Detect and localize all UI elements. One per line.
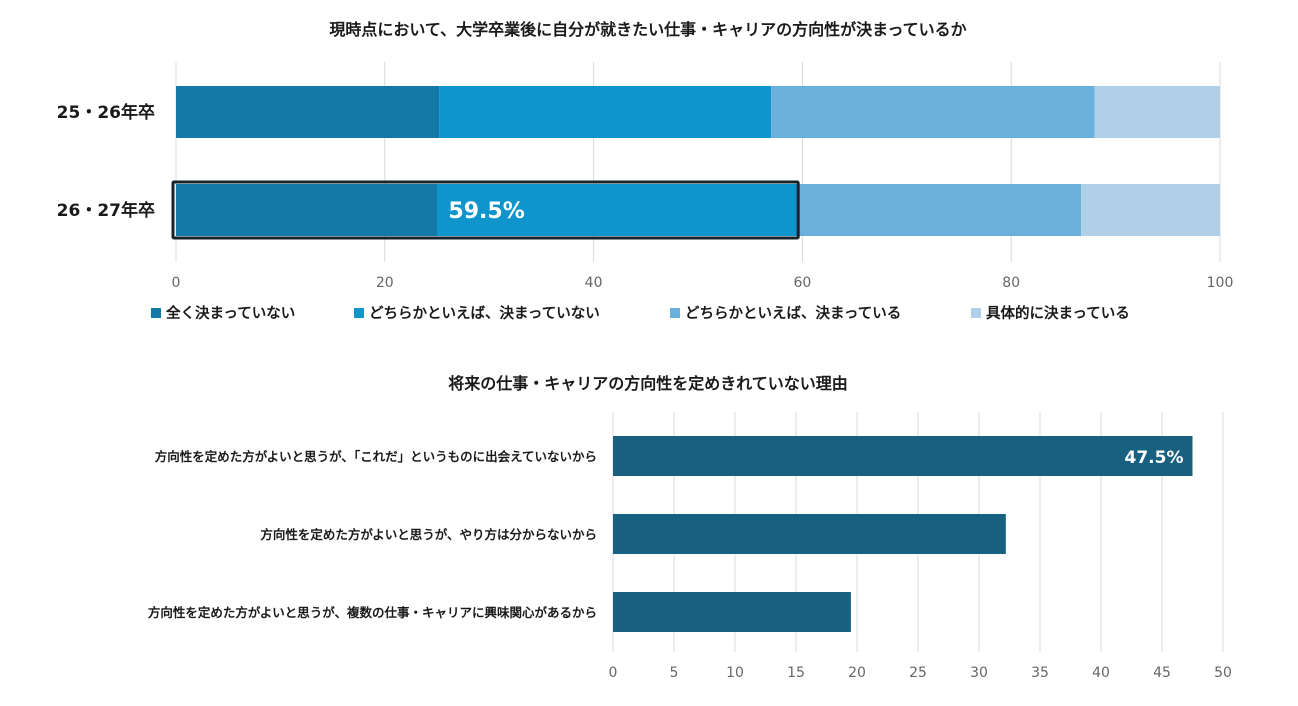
chart1-x-tick-label: 60: [793, 275, 811, 291]
chart2-category-label: 方向性を定めた方がよいと思うが、やり方は分からないから: [260, 527, 597, 542]
chart1-legend-label: どちらかといえば、決まっていない: [369, 304, 600, 322]
chart1-bar-segment: [797, 184, 1082, 236]
chart1-legend-swatch: [971, 308, 981, 318]
chart1-legend-swatch: [151, 308, 161, 318]
chart1-x-tick-label: 20: [376, 275, 394, 291]
chart1-x-tick-label: 80: [1002, 275, 1020, 291]
chart2-x-tick-label: 45: [1153, 665, 1171, 681]
chart2-x-tick-label: 50: [1214, 665, 1232, 681]
chart1-x-tick-label: 100: [1207, 275, 1234, 291]
chart2-x-tick-label: 15: [787, 665, 805, 681]
chart1-title: 現時点において、大学卒業後に自分が就きたい仕事・キャリアの方向性が決まっているか: [329, 20, 966, 39]
chart1-legend-label: 全く決まっていない: [165, 304, 295, 322]
chart1-bar-segment: [176, 86, 440, 138]
chart1-legend-label: どちらかといえば、決まっている: [685, 304, 901, 322]
chart2-category-label: 方向性を定めた方がよいと思うが、「これだ」というものに出会えていないから: [155, 449, 597, 464]
chart2-x-tick-label: 0: [609, 665, 618, 681]
chart2-title: 将来の仕事・キャリアの方向性を定めきれていない理由: [448, 374, 848, 393]
chart1-legend-label: 具体的に決まっている: [986, 304, 1130, 322]
chart2-x-tick-label: 20: [848, 665, 866, 681]
chart1-bar-segment: [439, 86, 772, 138]
chart2-x-tick-label: 5: [670, 665, 679, 681]
chart2-x-tick-label: 10: [726, 665, 744, 681]
chart2-x-tick-label: 35: [1031, 665, 1049, 681]
chart1-category-label: 26・27年卒: [57, 200, 155, 221]
chart1-category-label: 25・26年卒: [57, 102, 155, 123]
chart1-bar-segment: [1094, 86, 1220, 138]
chart1-bar-segment: [771, 86, 1095, 138]
chart1-bar-segment: [1081, 184, 1220, 236]
chart1-annotation-label: 59.5%: [448, 199, 524, 224]
chart1-legend-swatch: [354, 308, 364, 318]
chart1-x-tick-label: 40: [585, 275, 603, 291]
chart2-x-tick-label: 25: [909, 665, 927, 681]
chart2-data-label: 47.5%: [1125, 448, 1184, 468]
chart2-bar: [613, 436, 1193, 476]
chart1-highlight-box: [171, 180, 800, 240]
chart2-category-label: 方向性を定めた方がよいと思うが、複数の仕事・キャリアに興味関心があるから: [148, 605, 597, 620]
chart1-bar-segment: [437, 184, 798, 236]
chart1-legend-swatch: [670, 308, 680, 318]
chart2-x-tick-label: 30: [970, 665, 988, 681]
chart2-bar: [613, 592, 851, 632]
chart2-x-tick-label: 40: [1092, 665, 1110, 681]
chart2-bar: [613, 514, 1006, 554]
chart1-x-tick-label: 0: [172, 275, 181, 291]
chart1-bar-segment: [176, 184, 437, 236]
